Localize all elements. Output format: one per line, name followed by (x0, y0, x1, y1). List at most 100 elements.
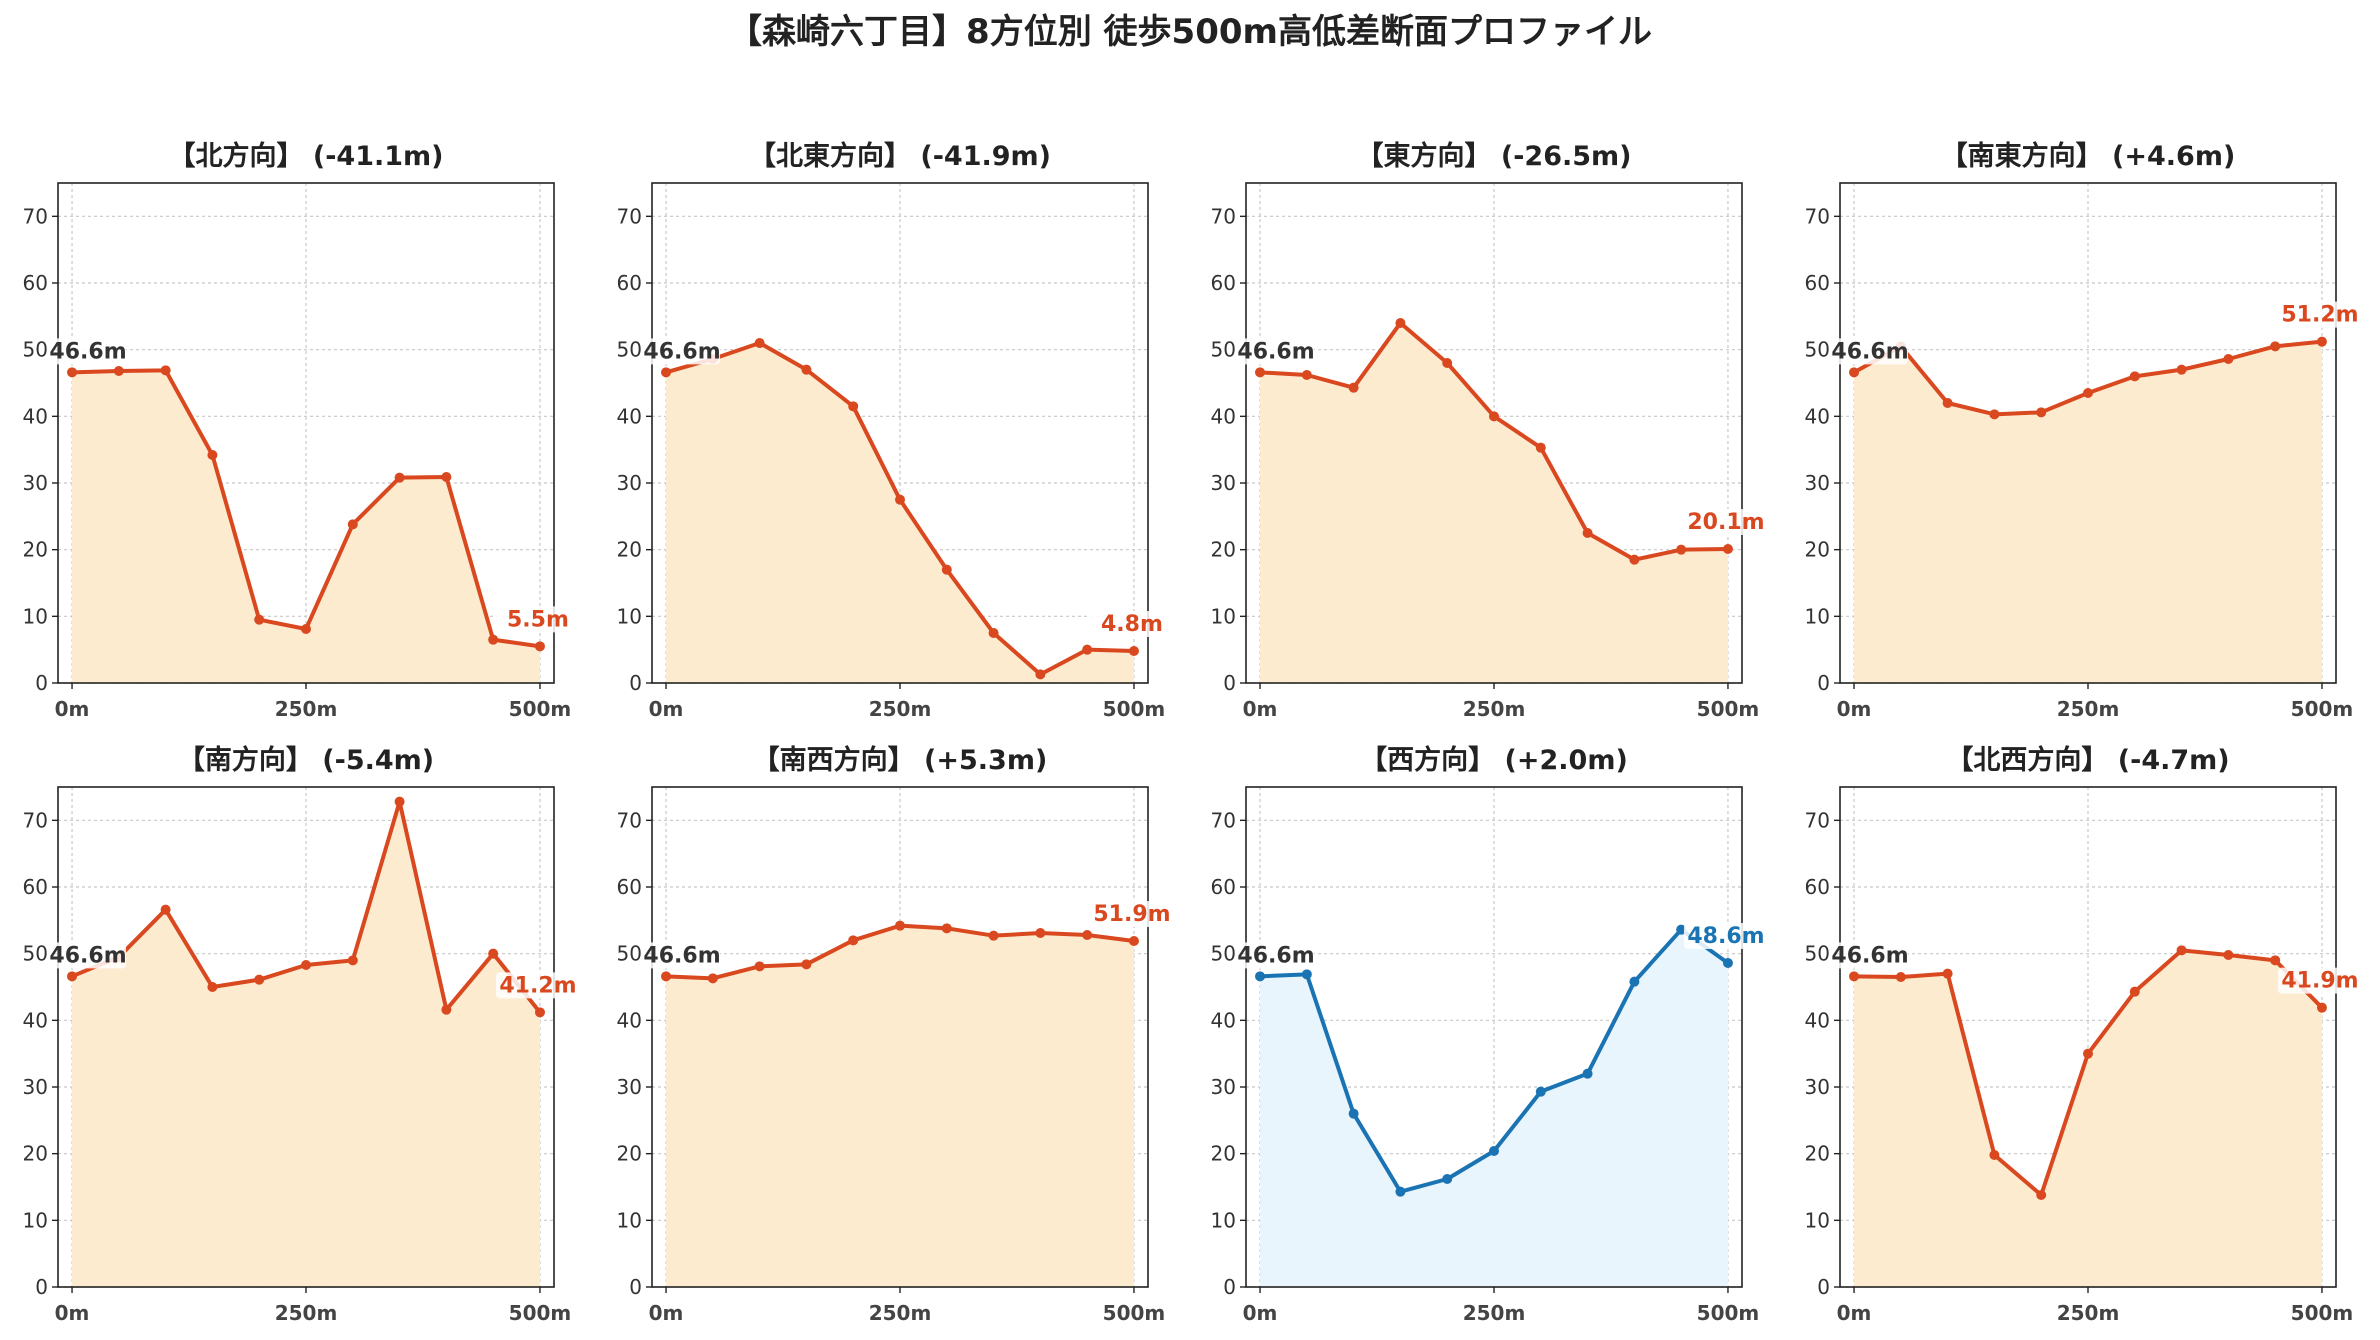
y-tick-label: 0 (1817, 671, 1830, 695)
elevation-point (1849, 367, 1860, 378)
figure-title: 【森崎六丁目】8方位別 徒歩500m高低差断面プロファイル (728, 12, 1652, 52)
start-elevation-label: 46.6m (49, 339, 126, 364)
end-label-bg (1089, 901, 1170, 927)
y-tick-label: 0 (35, 1275, 48, 1299)
elevation-point (441, 1004, 452, 1015)
y-tick-label: 40 (617, 404, 642, 428)
end-elevation-label: 20.1m (1687, 510, 1764, 535)
x-tick-label: 0m (1243, 697, 1278, 721)
elevation-point (1535, 442, 1546, 453)
y-tick-label: 50 (1805, 942, 1830, 966)
chart-panel-5: 0 10 20 30 40 50 60 70 0m 250m 500m 【南方向】 (-5.4m) 46… (23, 744, 577, 1325)
panel-title: 【南西方向】 (+5.3m) (753, 744, 1048, 776)
end-label-bg (2277, 967, 2358, 994)
chart-panel-3: 0 10 20 30 40 50 60 70 0m 250m 500m 【東方向】 (-26.5m) 4… (1211, 140, 1765, 721)
y-tick-label: 40 (1805, 404, 1830, 428)
y-tick-label: 70 (1211, 204, 1236, 228)
y-tick-label: 0 (35, 671, 48, 695)
y-tick-label: 60 (1211, 875, 1236, 899)
y-tick-label: 30 (617, 471, 642, 495)
x-tick-label: 0m (55, 697, 90, 721)
y-tick-label: 50 (23, 942, 48, 966)
elevation-point (347, 955, 358, 966)
elevation-point (1442, 1174, 1453, 1184)
elevation-point (1489, 411, 1499, 422)
y-tick-label: 40 (617, 1008, 642, 1032)
elevation-point (1722, 958, 1733, 968)
x-tick-label: 0m (649, 697, 684, 721)
end-label-bg (1683, 923, 1764, 949)
elevation-point (2316, 1002, 2327, 1013)
elevation-point (988, 930, 999, 941)
elevation-point (661, 971, 672, 982)
y-tick-label: 60 (617, 875, 642, 899)
x-tick-label: 250m (275, 1301, 338, 1325)
y-tick-label: 70 (617, 808, 642, 832)
x-tick-label: 250m (2057, 697, 2120, 721)
y-tick-label: 20 (617, 538, 642, 562)
y-tick-label: 70 (1805, 204, 1830, 228)
elevation-point (301, 960, 311, 970)
y-tick-label: 40 (1805, 1008, 1830, 1032)
chart-panel-1: 0 10 20 30 40 50 60 70 0m 250m 500m 【北方向】 (-41.1m) 4… (23, 140, 576, 721)
y-tick-label: 10 (23, 604, 48, 628)
elevation-point (1942, 968, 1953, 979)
elevation-point (1301, 969, 1312, 980)
y-tick-label: 20 (1211, 538, 1236, 562)
start-elevation-label: 46.6m (1831, 339, 1908, 364)
y-tick-label: 50 (617, 338, 642, 362)
x-tick-label: 500m (509, 697, 572, 721)
elevation-point (1082, 930, 1093, 940)
elevation-point (2036, 1190, 2047, 1200)
y-tick-label: 30 (1805, 1075, 1830, 1099)
end-elevation-label: 41.9m (2281, 969, 2358, 994)
elevation-point (848, 935, 859, 946)
y-tick-label: 30 (23, 471, 48, 495)
elevation-point (2129, 371, 2140, 382)
y-tick-label: 10 (1211, 604, 1236, 628)
elevation-point (113, 366, 124, 376)
elevation-point (1035, 928, 1046, 938)
elevation-point (207, 450, 218, 460)
start-label-bg (1238, 338, 1315, 365)
y-tick-label: 0 (1223, 671, 1236, 695)
x-tick-label: 250m (1463, 1301, 1526, 1325)
start-label-bg (644, 942, 721, 969)
x-tick-label: 0m (1837, 697, 1872, 721)
elevation-point (2270, 955, 2281, 966)
elevation-point (67, 971, 78, 982)
elevation-point (1582, 1068, 1593, 1079)
elevation-point (895, 920, 905, 931)
elevation-point (707, 973, 718, 984)
x-tick-label: 250m (869, 697, 932, 721)
elevation-point (801, 364, 812, 375)
elevation-point (1849, 971, 1860, 982)
y-tick-label: 50 (23, 338, 48, 362)
elevation-point (1035, 669, 1046, 680)
end-elevation-label: 5.5m (507, 607, 569, 632)
y-tick-label: 10 (1805, 1208, 1830, 1232)
elevation-area (1854, 341, 2322, 683)
elevation-point (2083, 1048, 2093, 1059)
panel-title: 【西方向】 (+2.0m) (1360, 744, 1628, 776)
elevation-point (1676, 924, 1687, 935)
x-tick-label: 250m (1463, 697, 1526, 721)
elevation-point (1395, 318, 1406, 328)
y-tick-label: 50 (1805, 338, 1830, 362)
elevation-point (941, 923, 952, 934)
y-tick-label: 70 (23, 204, 48, 228)
panel-title: 【東方向】 (-26.5m) (1356, 140, 1631, 172)
start-elevation-label: 46.6m (643, 943, 720, 968)
elevation-point (1128, 646, 1139, 656)
end-elevation-label: 51.2m (2281, 303, 2358, 328)
y-tick-label: 60 (617, 271, 642, 295)
start-elevation-label: 46.6m (1237, 339, 1314, 364)
elevation-point (1255, 971, 1266, 982)
elevation-area (666, 343, 1134, 683)
elevation-point (2036, 407, 2047, 418)
y-tick-label: 20 (23, 538, 48, 562)
y-tick-label: 60 (23, 875, 48, 899)
elevation-area (1260, 323, 1728, 683)
x-tick-label: 250m (275, 697, 338, 721)
end-label-bg (495, 972, 576, 999)
